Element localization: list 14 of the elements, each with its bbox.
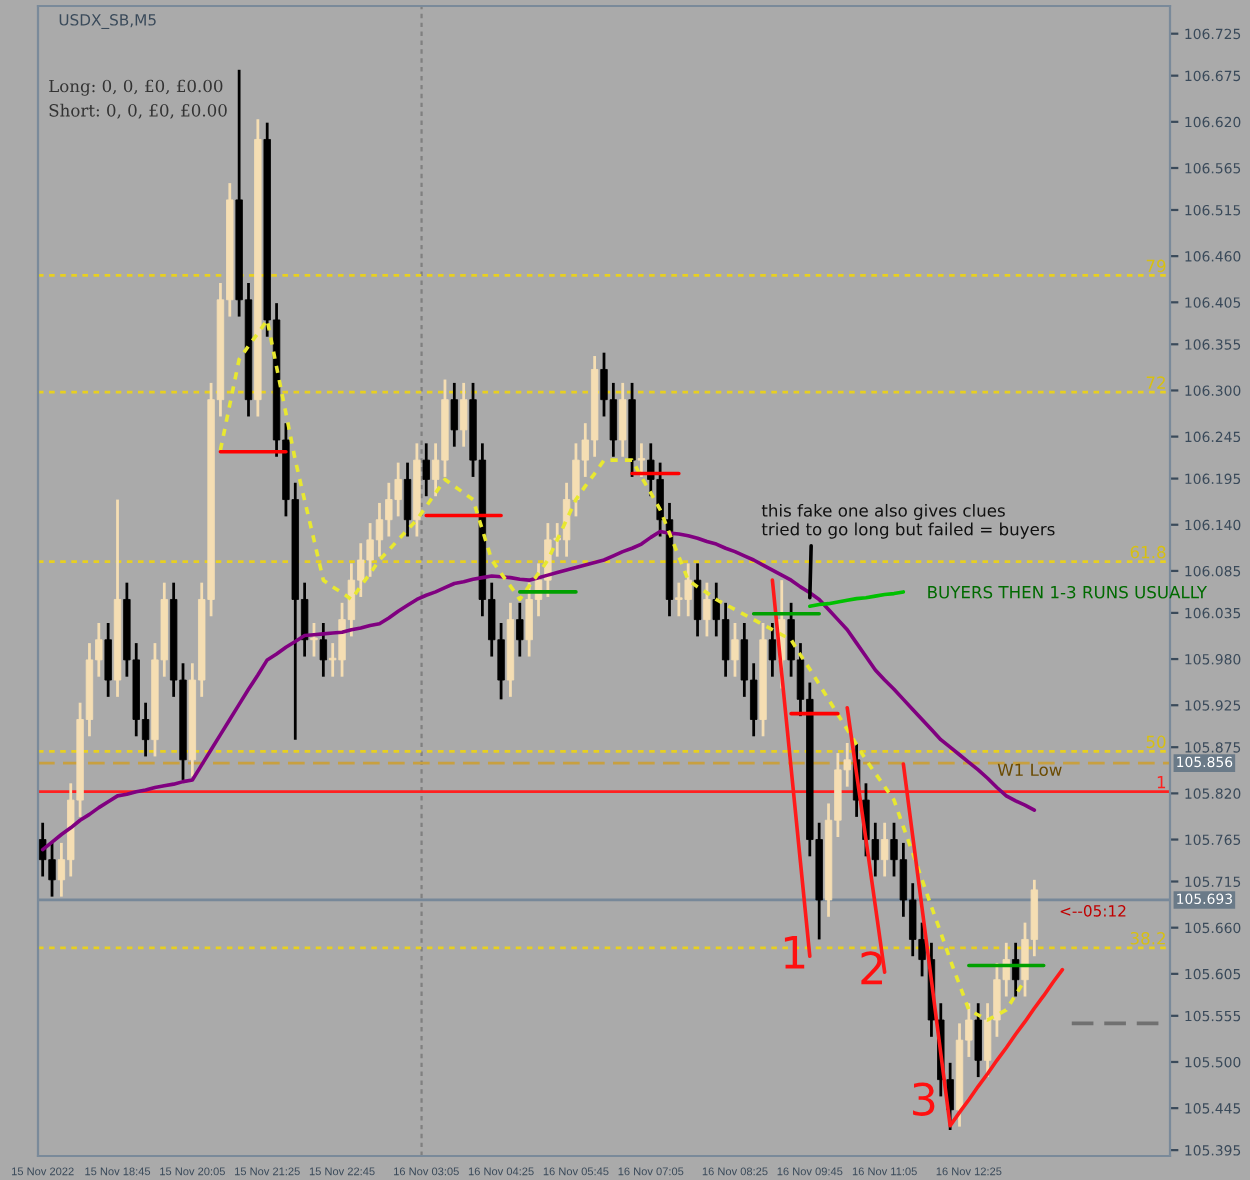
annotation: 61.8 — [1130, 545, 1166, 559]
annotation: 72 — [1146, 376, 1165, 389]
annotation: 38.2 — [1130, 931, 1165, 945]
annotation: 79 — [1146, 259, 1166, 273]
annotation: 50 — [1146, 735, 1166, 749]
annotation: 1 — [1157, 776, 1166, 789]
annotation: 3 — [913, 1082, 935, 1116]
annotation: Long: 0, 0, £0, £0.00 — [49, 79, 223, 96]
annotation: this fake one also gives clues tried to go long but failed = buyers — [761, 503, 1055, 539]
annotation: 1 — [784, 936, 805, 969]
annotation: Short: 0, 0, £0, £0.00 — [49, 103, 227, 119]
annotation: 2 — [861, 951, 882, 985]
ref-line-label: W1 Low — [997, 763, 1062, 777]
annotation: BUYERS THEN 1-3 RUNS USUALLY — [928, 585, 1208, 599]
